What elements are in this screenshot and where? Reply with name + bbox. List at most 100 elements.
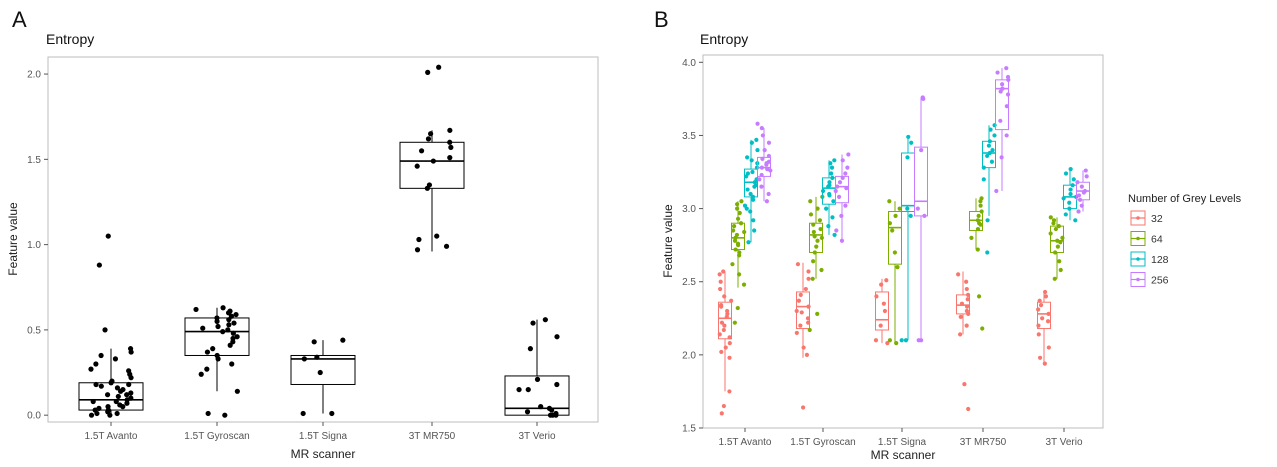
chart-a-data-point [200, 325, 206, 331]
chart-b-data-point [814, 244, 819, 249]
chart-b-data-point [757, 177, 762, 182]
chart-b-data-point [806, 269, 811, 274]
chart-b-data-point [1036, 323, 1041, 328]
chart-b-data-point [1058, 267, 1063, 273]
chart-b-data-point [1004, 133, 1009, 138]
chart-b-data-point [836, 194, 842, 199]
chart-a-data-point [205, 410, 211, 417]
chart-b-data-point [1005, 74, 1011, 80]
chart-a-data-point [128, 390, 134, 396]
chart-a-data-point [215, 356, 221, 362]
chart-b-data-point [873, 338, 879, 343]
chart-b-data-point [754, 165, 760, 170]
chart-b-y-tick-label: 2.5 [682, 277, 696, 288]
chart-b-data-point [831, 199, 836, 204]
chart-b-data-point [887, 221, 892, 226]
chart-a-data-point [234, 388, 240, 394]
chart-b-data-point [1042, 289, 1048, 295]
chart-b-x-tick-label: 1.5T Gyroscan [790, 437, 855, 448]
chart-b-data-point [719, 304, 724, 309]
chart-b-y-tick-label: 1.5 [682, 424, 696, 435]
chart-a-title: Entropy [46, 31, 94, 47]
chart-a-data-point [448, 144, 454, 150]
chart-a-data-point [98, 352, 104, 359]
chart-a-y-axis-label: Feature value [6, 202, 20, 276]
chart-a-data-point [222, 412, 228, 418]
chart-a-box [399, 141, 465, 189]
chart-b-data-point [746, 240, 751, 245]
chart-a-data-point [225, 327, 231, 333]
chart-b-data-point [734, 232, 740, 238]
chart-b-data-point [745, 171, 751, 176]
chart-b-data-point [1053, 250, 1058, 255]
chart-b-data-point [735, 216, 741, 221]
chart-b-data-point [766, 140, 772, 145]
chart-b-data-point [741, 282, 747, 287]
chart-b-data-point [815, 238, 820, 243]
chart-a-data-point [340, 337, 346, 343]
legend-key-dot [1136, 277, 1140, 282]
chart-b-data-point [811, 259, 816, 264]
chart-b-data-point [737, 210, 742, 216]
chart-b-data-point [725, 311, 730, 317]
chart-b-data-point [735, 206, 740, 211]
chart-a-x-tick-label: 1.5T Gyroscan [184, 431, 249, 442]
chart-a-data-point [98, 383, 104, 389]
legend-key-dot [1136, 236, 1140, 241]
chart-b-box [995, 79, 1009, 131]
chart-b-data-point [964, 304, 970, 309]
chart-b-data-point [1000, 82, 1005, 87]
chart-b-data-point [817, 218, 823, 223]
chart-b-data-point [826, 224, 831, 229]
chart-b-data-point [832, 232, 837, 238]
chart-b-data-point [987, 150, 992, 156]
chart-b-data-point [827, 191, 832, 197]
chart-b-data-point [815, 206, 820, 211]
chart-b-y-axis-label: Feature value [661, 204, 675, 278]
chart-a-data-point [436, 64, 442, 70]
chart-b-data-point [834, 228, 839, 233]
chart-b-data-point [1046, 311, 1051, 317]
chart-b-data-point [759, 184, 764, 189]
chart-b-data-point [832, 158, 837, 163]
chart-b-data-point [1073, 218, 1078, 223]
chart-b-data-point [808, 212, 814, 217]
chart-b-data-point [1075, 180, 1080, 185]
chart-b-data-point [818, 226, 823, 232]
chart-b-data-point [903, 338, 909, 343]
chart-b-data-point [844, 186, 849, 191]
chart-b-data-point [878, 323, 883, 328]
chart-b-data-point [979, 209, 984, 214]
chart-b-data-point [1056, 224, 1061, 229]
chart-b-data-point [906, 134, 911, 140]
chart-a-data-point [198, 371, 204, 377]
chart-a-data-point [214, 318, 220, 324]
chart-b-data-point [887, 199, 892, 204]
chart-b-data-point [837, 180, 843, 185]
chart-b-data-point [1046, 345, 1051, 350]
chart-b-data-point [899, 338, 904, 343]
chart-b-legend: Number of Grey Levels [1128, 193, 1242, 205]
chart-b-data-point [737, 250, 742, 255]
chart-a-data-point [553, 412, 559, 418]
chart-b-data-point [1048, 215, 1053, 220]
chart-a-data-point [124, 392, 130, 398]
chart-b-data-point [794, 308, 799, 314]
chart-b-data-point [760, 156, 765, 161]
chart-b-data-point [824, 206, 829, 211]
chart-b-data-point [981, 165, 986, 170]
chart-b-data-point [958, 314, 963, 319]
chart-b-data-point [748, 191, 753, 197]
chart-b-data-point [992, 133, 997, 138]
chart-b-data-point [731, 224, 737, 229]
chart-b-data-point [717, 272, 722, 277]
chart-b-y-tick-label: 3.0 [682, 204, 696, 215]
chart-b-data-point [808, 199, 813, 204]
chart-a-data-point [102, 327, 108, 333]
chart-b-data-point [760, 133, 765, 138]
chart-b-data-point [759, 126, 764, 131]
chart-a-data-point [311, 339, 317, 345]
chart-b-data-point [735, 241, 741, 246]
chart-b-data-point [885, 341, 890, 346]
chart-b-box [901, 152, 915, 213]
